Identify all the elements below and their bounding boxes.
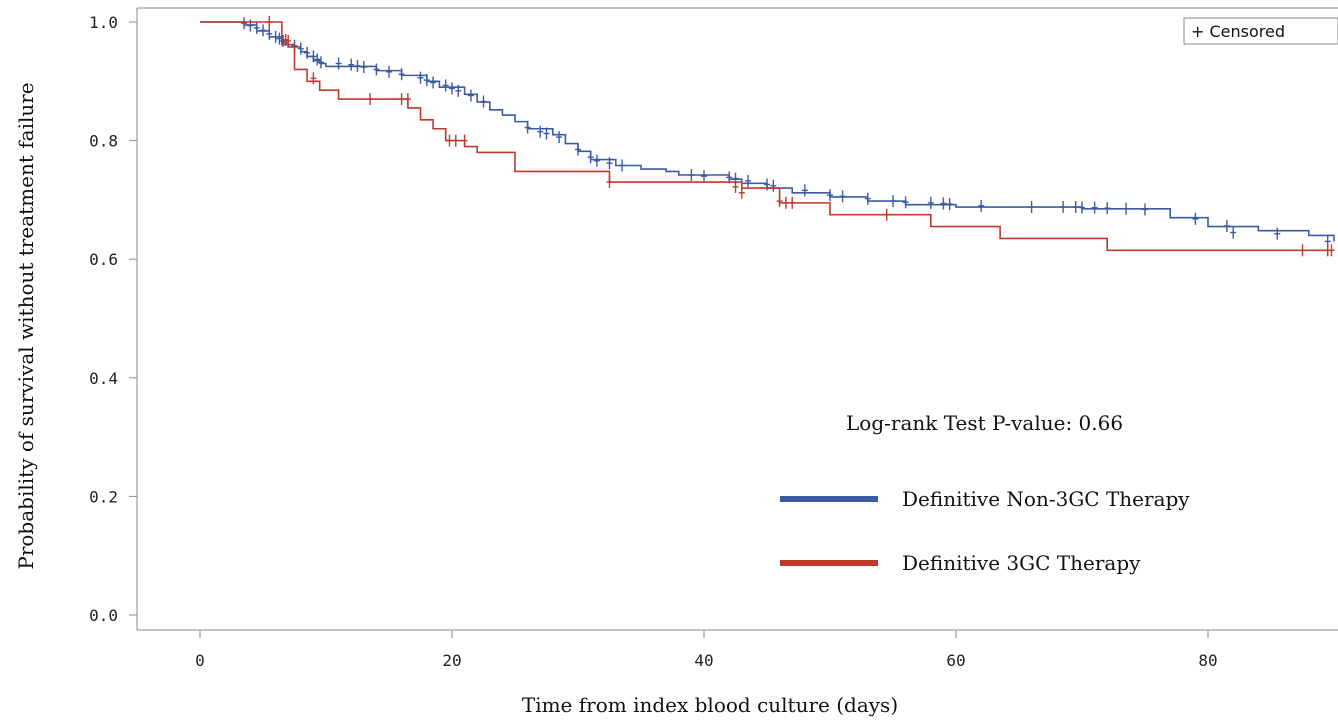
x-tick-label: 80 — [1198, 651, 1217, 670]
y-tick-label: 0.4 — [89, 369, 118, 388]
series-layer — [200, 16, 1335, 257]
y-tick-label: 1.0 — [89, 13, 118, 32]
y-tick-label: 0.6 — [89, 250, 118, 269]
x-axis-title: Time from index blood culture (days) — [522, 693, 898, 717]
censored-legend: + Censored — [1183, 17, 1338, 45]
x-tick-label: 40 — [694, 651, 713, 670]
y-tick-label: 0.0 — [89, 606, 118, 625]
series-line-non-3gc — [200, 21, 1335, 242]
x-tick-label: 20 — [442, 651, 461, 670]
series-line-3gc — [200, 21, 1334, 252]
x-tick-label: 0 — [195, 651, 205, 670]
series-legend: Definitive Non-3GC Therapy Definitive 3G… — [780, 487, 1190, 575]
censored-legend-label: + Censored — [1191, 22, 1285, 41]
legend-label-non-3gc: Definitive Non-3GC Therapy — [902, 487, 1190, 511]
y-tick-label: 0.2 — [89, 487, 118, 506]
y-axis-ticks: 0.0 0.2 0.4 0.6 0.8 1.0 — [89, 13, 137, 625]
y-tick-label: 0.8 — [89, 132, 118, 151]
x-tick-label: 60 — [946, 651, 965, 670]
legend-label-3gc: Definitive 3GC Therapy — [902, 551, 1141, 575]
x-axis-ticks: 0 20 40 60 80 — [195, 630, 1218, 670]
censored-legend-box — [1183, 17, 1338, 45]
logrank-annotation: Log-rank Test P-value: 0.66 — [846, 411, 1123, 435]
y-axis-title: Probability of survival without treatmen… — [14, 82, 38, 569]
